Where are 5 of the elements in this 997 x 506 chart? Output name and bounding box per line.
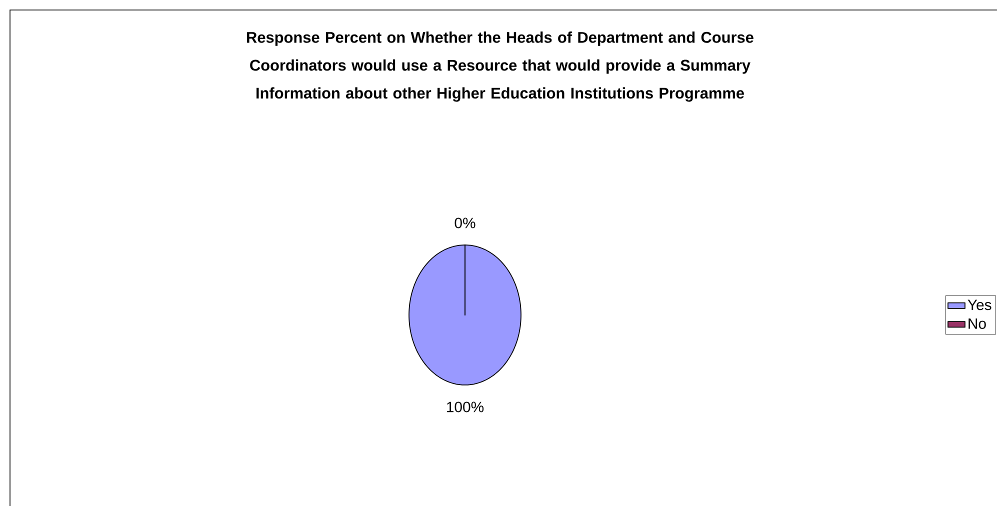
legend-label: No bbox=[968, 318, 986, 329]
legend-label: Yes bbox=[968, 300, 992, 310]
data-label: 100% bbox=[447, 402, 484, 412]
text: 0% bbox=[454, 218, 476, 228]
chart-title: Response Percent on Whether the Heads of Department and Course Coordinators would use a Resource that would provide a Summary Information about other Higher Education Institutions Programme bbox=[247, 32, 754, 102]
